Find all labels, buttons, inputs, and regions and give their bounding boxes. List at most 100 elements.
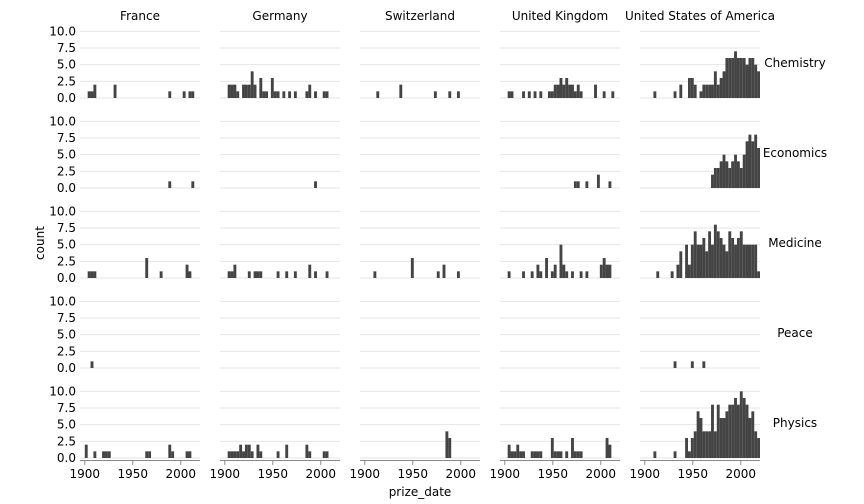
bar-medicine-france-4	[159, 271, 163, 278]
bar-physics-france-5	[145, 451, 149, 458]
bar-chemistry-united-kingdom-9	[556, 84, 560, 98]
bar-economics-united-states-of-america-6	[728, 168, 732, 188]
bar-physics-france-1	[93, 451, 97, 458]
bar-physics-united-states-of-america-12	[713, 431, 717, 458]
x-tick-label-switzerland-2000: 2000	[446, 467, 477, 481]
bar-medicine-france-1	[90, 271, 94, 278]
bar-chemistry-united-kingdom-15	[573, 91, 577, 98]
y-tick-label-chemistry-0: 0.0	[57, 91, 76, 105]
bar-chemistry-united-states-of-america-17	[731, 58, 735, 98]
x-tick-label-united-kingdom-1950: 1950	[538, 467, 569, 481]
bar-chemistry-france-2	[93, 84, 97, 98]
x-tick-label-switzerland-1900: 1900	[350, 467, 381, 481]
bar-chemistry-united-states-of-america-26	[757, 71, 760, 98]
bar-medicine-germany-0	[227, 271, 231, 278]
bar-physics-switzerland-1	[448, 438, 452, 458]
bar-medicine-united-states-of-america-11	[705, 251, 709, 278]
column-label-switzerland: Switzerland	[385, 9, 455, 23]
x-tick-label-germany-1900: 1900	[210, 467, 241, 481]
bar-medicine-germany-2	[233, 264, 237, 278]
bar-medicine-switzerland-2	[436, 271, 440, 278]
bar-physics-united-states-of-america-18	[731, 404, 735, 458]
y-tick-label-medicine-0: 0.0	[57, 271, 76, 285]
bar-chemistry-france-5	[182, 91, 186, 98]
bar-chemistry-switzerland-4	[456, 91, 460, 98]
bar-medicine-germany-3	[247, 271, 251, 278]
x-tick-label-germany-2000: 2000	[306, 467, 337, 481]
bar-physics-united-states-of-america-23	[745, 404, 749, 458]
bar-physics-united-kingdom-12	[556, 451, 560, 458]
bar-chemistry-germany-8	[253, 84, 257, 98]
x-tick-label-france-2000: 2000	[166, 467, 197, 481]
y-tick-label-chemistry-2: 5.0	[57, 58, 76, 72]
bar-chemistry-united-kingdom-8	[553, 84, 557, 98]
bar-chemistry-france-6	[188, 91, 192, 98]
bar-medicine-united-kingdom-0	[507, 271, 511, 278]
bar-medicine-united-states-of-america-2	[676, 264, 680, 278]
bar-physics-switzerland-0	[445, 431, 449, 458]
bar-medicine-germany-8	[285, 271, 289, 278]
bar-medicine-switzerland-4	[456, 271, 460, 278]
y-tick-label-medicine-4: 10.0	[49, 204, 76, 218]
bar-chemistry-germany-6	[247, 84, 251, 98]
y-tick-label-chemistry-1: 2.5	[57, 74, 76, 88]
bar-economics-united-states-of-america-5	[725, 161, 729, 188]
bar-chemistry-united-kingdom-17	[579, 91, 583, 98]
bar-physics-united-states-of-america-9	[705, 431, 709, 458]
row-label-peace: Peace	[777, 326, 813, 340]
bar-medicine-germany-7	[276, 271, 280, 278]
y-tick-label-medicine-1: 2.5	[57, 254, 76, 268]
bar-medicine-germany-12	[325, 271, 329, 278]
bar-chemistry-united-states-of-america-25	[754, 64, 758, 98]
bar-chemistry-germany-7	[250, 71, 254, 98]
bar-medicine-united-states-of-america-24	[742, 244, 746, 278]
bar-physics-france-2	[102, 451, 105, 458]
bar-chemistry-united-states-of-america-6	[699, 91, 703, 98]
bar-medicine-united-kingdom-10	[565, 271, 569, 278]
y-tick-label-medicine-3: 7.5	[57, 221, 76, 235]
bar-physics-united-kingdom-7	[533, 451, 537, 458]
bar-chemistry-germany-19	[308, 84, 312, 98]
y-tick-label-physics-4: 10.0	[49, 384, 76, 398]
bar-physics-united-kingdom-8	[536, 451, 540, 458]
bar-medicine-united-kingdom-14	[599, 264, 603, 278]
row-label-economics: Economics	[763, 146, 827, 160]
bar-economics-united-states-of-america-2	[716, 168, 720, 188]
bar-medicine-united-kingdom-3	[536, 264, 540, 278]
bar-medicine-france-3	[145, 258, 149, 278]
bar-medicine-switzerland-0	[373, 271, 377, 278]
x-tick-label-germany-1950: 1950	[258, 467, 289, 481]
y-tick-label-peace-1: 2.5	[57, 344, 76, 358]
bar-economics-united-states-of-america-16	[757, 148, 760, 188]
bar-medicine-germany-9	[293, 271, 297, 278]
bar-physics-united-kingdom-18	[579, 451, 583, 458]
bar-medicine-united-states-of-america-28	[754, 244, 758, 278]
bar-chemistry-germany-0	[227, 84, 231, 98]
bar-chemistry-united-kingdom-1	[510, 91, 514, 98]
bar-physics-france-6	[148, 451, 152, 458]
bar-chemistry-united-states-of-america-7	[702, 84, 706, 98]
bar-peace-france-0	[90, 361, 94, 368]
bar-chemistry-united-states-of-america-5	[693, 84, 697, 98]
bar-economics-united-states-of-america-14	[751, 141, 755, 188]
bar-chemistry-united-kingdom-3	[527, 91, 531, 98]
y-axis-title: count	[33, 226, 47, 260]
bar-physics-united-kingdom-17	[576, 451, 580, 458]
bar-economics-united-states-of-america-4	[722, 154, 726, 188]
bar-medicine-switzerland-3	[442, 264, 446, 278]
bar-chemistry-united-states-of-america-21	[742, 58, 746, 98]
bar-physics-germany-13	[305, 444, 309, 458]
bar-chemistry-germany-16	[288, 91, 292, 98]
bar-chemistry-germany-15	[282, 91, 286, 98]
bar-medicine-united-kingdom-9	[562, 264, 566, 278]
bar-economics-united-states-of-america-11	[742, 154, 746, 188]
bar-medicine-united-states-of-america-6	[690, 244, 694, 278]
bar-chemistry-united-states-of-america-22	[745, 64, 749, 98]
bar-economics-united-states-of-america-3	[719, 161, 723, 188]
column-label-united-states-of-america: United States of America	[625, 9, 775, 23]
label-layer: 1900 1950 2000 1900 1950 2000 1900 1950 2000 1900…	[49, 9, 827, 481]
bar-chemistry-united-kingdom-10	[559, 78, 563, 98]
bar-economics-united-kingdom-3	[596, 174, 600, 188]
y-tick-label-medicine-2: 5.0	[57, 238, 76, 252]
bar-physics-united-kingdom-4	[519, 451, 523, 458]
